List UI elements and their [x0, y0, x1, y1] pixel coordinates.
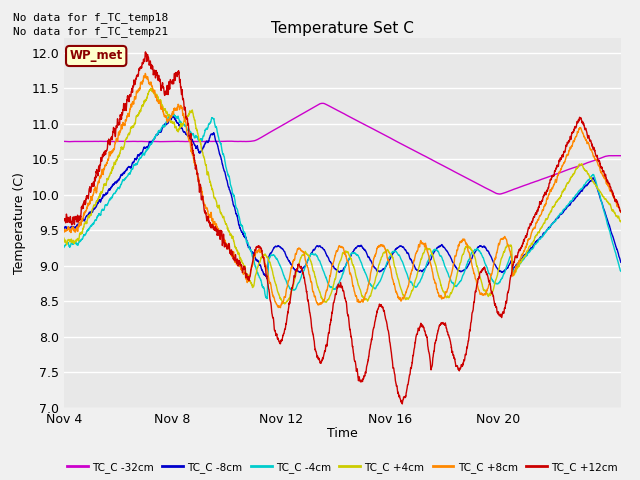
Legend: TC_C -32cm, TC_C -8cm, TC_C -4cm, TC_C +4cm, TC_C +8cm, TC_C +12cm: TC_C -32cm, TC_C -8cm, TC_C -4cm, TC_C +…: [63, 457, 621, 477]
Text: WP_met: WP_met: [70, 49, 123, 62]
X-axis label: Time: Time: [327, 427, 358, 440]
Text: No data for f_TC_temp18: No data for f_TC_temp18: [13, 12, 168, 23]
Title: Temperature Set C: Temperature Set C: [271, 21, 414, 36]
Y-axis label: Temperature (C): Temperature (C): [13, 172, 26, 274]
Text: No data for f_TC_temp21: No data for f_TC_temp21: [13, 26, 168, 37]
